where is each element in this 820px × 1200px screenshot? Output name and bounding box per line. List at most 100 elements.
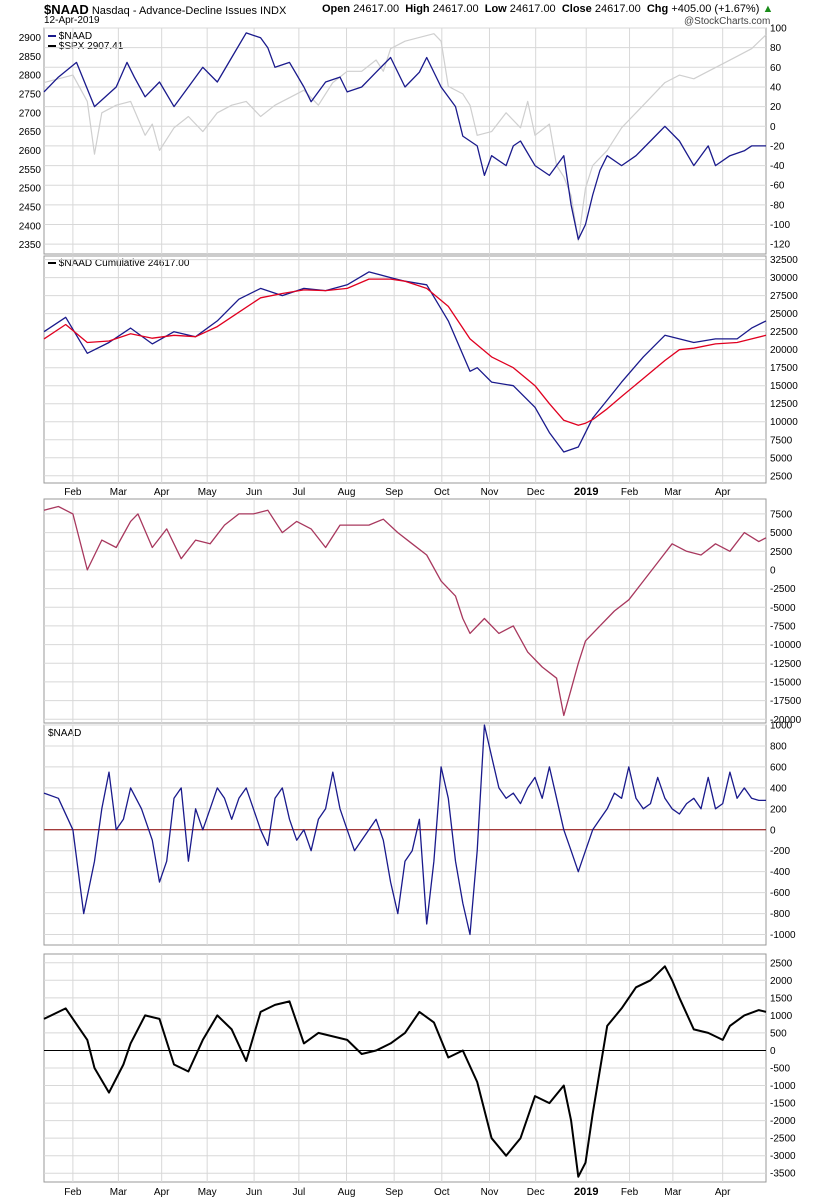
month-label: Mar <box>110 1187 128 1198</box>
legend-text-naad: $NAAD <box>58 31 93 42</box>
legend-text-spx: $SPX 2907.41 <box>58 41 124 52</box>
legend-text-cumulative: $NAAD Cumulative 24617.00 <box>58 258 190 269</box>
left-tick-label: 2550 <box>19 165 42 176</box>
legend-swatch-black <box>48 45 56 48</box>
right-tick-label: 800 <box>770 741 787 752</box>
month-label: Nov <box>481 1187 499 1198</box>
legend-text-naad-p4: $NAAD <box>48 728 82 739</box>
month-label: Jun <box>246 1187 262 1198</box>
month-label: Mar <box>664 1187 682 1198</box>
open-label: Open <box>322 3 351 15</box>
exchange-label: INDX <box>260 5 287 17</box>
right-tick-label: -5000 <box>770 603 796 614</box>
right-tick-label: 40 <box>770 82 782 93</box>
right-tick-label: 27500 <box>770 291 798 302</box>
month-label: May <box>198 1187 217 1198</box>
month-label: Sep <box>385 487 403 498</box>
panel-5: -3500 -3000 -2500 -2000 -1500 -1000 -500 0 500 10… <box>43 953 796 1183</box>
right-tick-label: -12500 <box>770 659 802 670</box>
panel-1: -120 -100 -80 -60 -40 -20 0 20 40 60 80 100 2350 2400… <box>19 24 790 255</box>
month-label: Apr <box>154 1187 170 1198</box>
month-label: Mar <box>110 487 128 498</box>
ohlc-readout: Open 24617.00 High 24617.00 Low 24617.00… <box>322 3 773 15</box>
right-tick-label: 22500 <box>770 327 798 338</box>
right-tick-label: -17500 <box>770 696 802 707</box>
right-tick-label: -20 <box>770 141 785 152</box>
left-tick-label: 2750 <box>19 89 42 100</box>
low-label: Low <box>484 3 507 15</box>
right-tick-label: 2000 <box>770 976 793 987</box>
right-tick-label: 200 <box>770 804 787 815</box>
month-label: Aug <box>338 487 356 498</box>
right-tick-label: 80 <box>770 43 782 54</box>
right-tick-label: 500 <box>770 1028 787 1039</box>
right-tick-label: -200 <box>770 846 790 857</box>
right-tick-label: 2500 <box>770 958 793 969</box>
panel-frame <box>43 255 767 484</box>
left-tick-label: 2800 <box>19 71 42 82</box>
month-label: Aug <box>338 1187 356 1198</box>
chg-value: +405.00 (+1.67%) <box>671 3 760 15</box>
right-tick-label: 400 <box>770 783 787 794</box>
right-tick-label: 20000 <box>770 345 798 356</box>
right-tick-label: -15000 <box>770 677 802 688</box>
low-value: 24617.00 <box>509 3 556 15</box>
month-label: Sep <box>385 1187 403 1198</box>
panel-3: -20000 -17500 -15000 -12500 -10000 -7500 -5000… <box>43 498 802 726</box>
month-label: 2019 <box>574 486 598 498</box>
right-tick-label: 20 <box>770 102 782 113</box>
right-tick-label: -60 <box>770 181 785 192</box>
right-tick-label: -600 <box>770 888 790 899</box>
left-tick-label: 2450 <box>19 202 42 213</box>
month-label: Jul <box>292 487 305 498</box>
legend-naad-p4: $NAAD <box>48 728 81 739</box>
chg-label: Chg <box>646 3 669 15</box>
left-tick-label: 2650 <box>19 127 42 138</box>
series-line-moving-average <box>43 278 767 426</box>
left-tick-label: 2600 <box>19 146 42 157</box>
month-label: Oct <box>434 487 450 498</box>
right-tick-label: -80 <box>770 200 785 211</box>
right-tick-label: 15000 <box>770 381 798 392</box>
right-tick-label: -500 <box>770 1064 790 1075</box>
series-line-indicator <box>43 505 767 717</box>
right-tick-label: 0 <box>770 122 776 133</box>
right-tick-label: -800 <box>770 909 790 920</box>
symbol-label: $NAAD <box>44 2 89 17</box>
legend-swatch-navy <box>48 35 56 38</box>
right-tick-label: -2500 <box>770 1134 796 1145</box>
month-label: Mar <box>664 487 682 498</box>
right-tick-label: -2000 <box>770 1116 796 1127</box>
right-tick-label: 100 <box>770 24 787 35</box>
right-tick-label: 10000 <box>770 417 798 428</box>
panel-4: -1000 -800 -600 -400 -200 0 200 400 600 800 1000 <box>43 721 796 946</box>
left-tick-label: 2500 <box>19 184 42 195</box>
right-tick-label: 1000 <box>770 721 793 732</box>
legend-spx-p1: $SPX 2907.41 <box>48 41 123 52</box>
legend-swatch-cum <box>48 262 56 265</box>
left-tick-label: 2350 <box>19 240 42 251</box>
right-tick-label: -3500 <box>770 1169 796 1180</box>
month-label: Feb <box>621 487 639 498</box>
month-label: Jul <box>292 1187 305 1198</box>
panel-2: 2500 5000 7500 10000 12500 15000 17500 20000 225… <box>43 255 798 484</box>
series-line-oscillator <box>43 965 767 1178</box>
right-tick-label: 0 <box>770 565 776 576</box>
month-label: Apr <box>154 487 170 498</box>
month-label: Apr <box>715 1187 731 1198</box>
month-label: May <box>198 487 217 498</box>
series-line--naad-cumulative <box>43 271 767 453</box>
right-tick-label: 600 <box>770 762 787 773</box>
high-label: High <box>405 3 430 15</box>
right-tick-label: 0 <box>770 825 776 836</box>
left-tick-label: 2900 <box>19 33 42 44</box>
panel-frame <box>43 27 767 255</box>
month-label: Oct <box>434 1187 450 1198</box>
chart-date: 12-Apr-2019 <box>44 15 100 26</box>
month-label: Feb <box>64 1187 82 1198</box>
month-label: Feb <box>64 487 82 498</box>
left-tick-label: 2700 <box>19 108 42 119</box>
right-tick-label: -7500 <box>770 621 796 632</box>
month-label: Jun <box>246 487 262 498</box>
